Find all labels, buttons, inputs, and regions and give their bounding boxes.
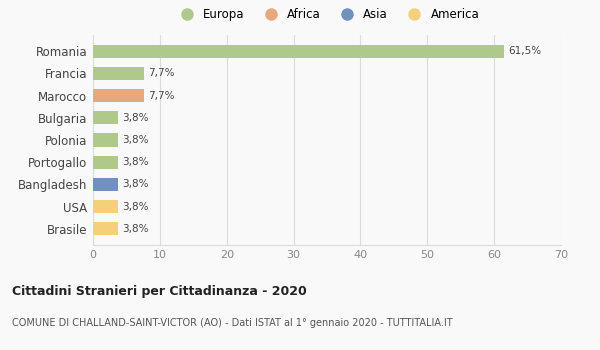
Bar [93,200,118,213]
Bar [93,155,118,169]
Bar [93,178,118,191]
Text: COMUNE DI CHALLAND-SAINT-VICTOR (AO) - Dati ISTAT al 1° gennaio 2020 - TUTTITALI: COMUNE DI CHALLAND-SAINT-VICTOR (AO) - D… [12,318,452,329]
Text: 7,7%: 7,7% [148,91,175,100]
Text: 3,8%: 3,8% [122,202,149,212]
Bar [93,133,118,147]
Legend: Europa, Africa, Asia, America: Europa, Africa, Asia, America [175,8,479,21]
Bar [93,111,118,125]
Text: Cittadini Stranieri per Cittadinanza - 2020: Cittadini Stranieri per Cittadinanza - 2… [12,285,307,298]
Text: 3,8%: 3,8% [122,224,149,234]
Text: 3,8%: 3,8% [122,180,149,189]
Bar [93,222,118,236]
Text: 61,5%: 61,5% [508,46,541,56]
Bar [93,67,145,80]
Text: 3,8%: 3,8% [122,113,149,123]
Text: 7,7%: 7,7% [148,68,175,78]
Bar [93,44,504,58]
Bar [93,89,145,102]
Text: 3,8%: 3,8% [122,157,149,167]
Text: 3,8%: 3,8% [122,135,149,145]
